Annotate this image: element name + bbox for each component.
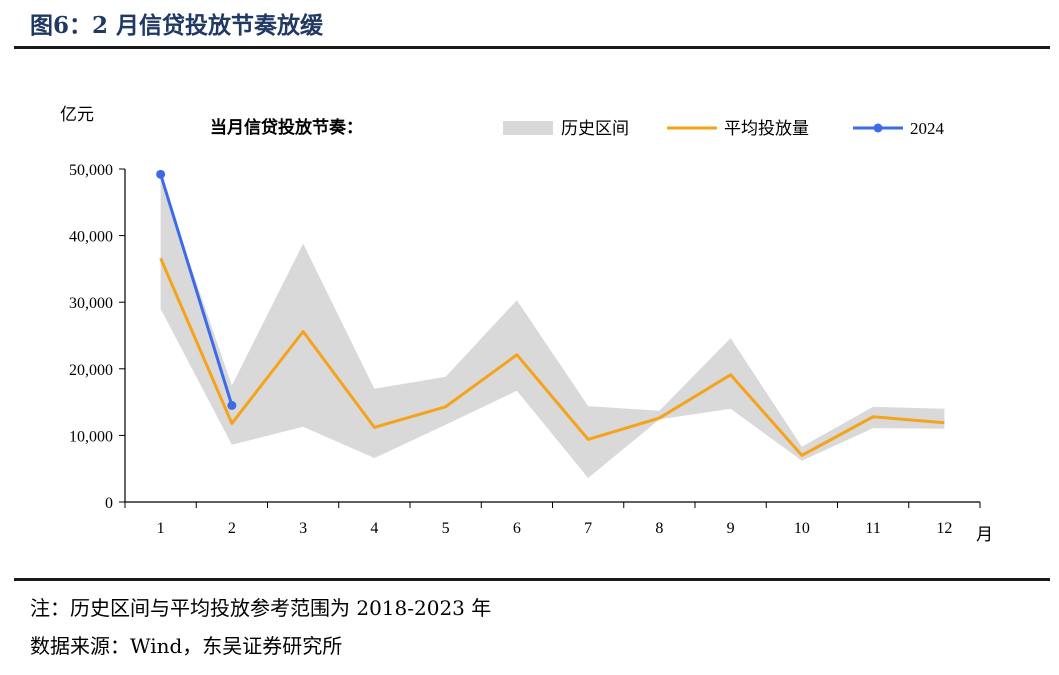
legend-label-0: 平均投放量 (724, 119, 809, 139)
x-tick-label: 4 (370, 520, 378, 537)
y-tick-label: 20,000 (69, 362, 113, 379)
y-tick-label: 10,000 (69, 428, 113, 445)
x-tick-label: 7 (584, 520, 592, 537)
legend-marker-1 (873, 123, 883, 133)
data-source: 数据来源：Wind，东吴证券研究所 (30, 634, 343, 658)
x-tick-label: 2 (228, 520, 236, 537)
series-line-0 (159, 257, 945, 457)
chart-subtitle: 当月信贷投放节奏： (210, 117, 363, 138)
y-tick-label: 50,000 (69, 162, 113, 179)
x-tick-label: 5 (442, 520, 450, 537)
x-tick-label: 8 (655, 520, 663, 537)
band-layer (160, 178, 945, 479)
legend-label-band: 历史区间 (561, 119, 629, 139)
y-axis-unit-label: 亿元 (60, 105, 94, 125)
series-layer (156, 169, 945, 457)
footnote: 注：历史区间与平均投放参考范围为 2018-2023 年 (30, 596, 492, 620)
y-tick-label: 30,000 (69, 295, 113, 312)
series-line-1 (159, 173, 234, 406)
band-area (160, 178, 945, 479)
legend-swatch-band (503, 121, 553, 135)
x-tick-label: 6 (513, 520, 521, 537)
legend: 历史区间 平均投放量 2024 (503, 119, 945, 139)
chart-svg: 历史区间 平均投放量 2024 当月信贷投放节奏： 亿元 月 0 10,000 20,0… (60, 105, 993, 545)
x-tick-label: 1 (157, 520, 165, 537)
legend-label-1: 2024 (910, 119, 945, 138)
top-divider (14, 46, 1050, 49)
x-tick-label: 3 (299, 520, 307, 537)
x-tick-label: 11 (865, 520, 880, 537)
bottom-divider (14, 578, 1050, 581)
figure-title: 图6：2 月信贷投放节奏放缓 (30, 12, 324, 39)
data-point (227, 400, 237, 410)
y-tick-label: 40,000 (69, 229, 113, 246)
x-axis-unit-label: 月 (976, 525, 993, 545)
x-tick-label: 12 (936, 520, 952, 537)
data-point (156, 169, 166, 179)
y-tick-label: 0 (105, 495, 113, 512)
x-tick-label: 10 (794, 520, 810, 537)
x-tick-label: 9 (727, 520, 735, 537)
